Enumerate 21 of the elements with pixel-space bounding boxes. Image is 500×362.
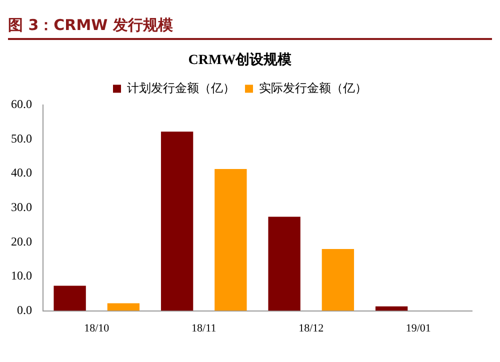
y-tick-label: 30.0 — [11, 200, 32, 214]
x-tick-label: 18/12 — [298, 322, 324, 334]
y-tick-label: 40.0 — [11, 166, 32, 180]
bar — [268, 216, 300, 311]
y-tick-label: 20.0 — [11, 234, 32, 248]
chart-subtitle: CRMW创设规模 — [188, 52, 293, 68]
y-tick-label: 60.0 — [11, 96, 32, 111]
bar — [54, 286, 86, 311]
bar — [160, 132, 194, 311]
bar — [107, 303, 140, 311]
x-tick-label: 19/01 — [406, 322, 431, 334]
legend-label: 实际发行金额（亿） — [259, 80, 367, 95]
legend-label: 计划发行金额（亿） — [127, 80, 235, 95]
chart-title: 图 3：CRMW 发行规模 — [8, 8, 492, 40]
x-tick-label: 18/11 — [192, 322, 216, 334]
x-tick-label: 18/10 — [84, 322, 110, 334]
y-tick-label: 50.0 — [11, 131, 32, 146]
bar — [322, 249, 354, 311]
y-tick-label: 10.0 — [11, 268, 32, 283]
bar — [214, 169, 247, 311]
y-tick-label: 0.0 — [17, 302, 32, 317]
